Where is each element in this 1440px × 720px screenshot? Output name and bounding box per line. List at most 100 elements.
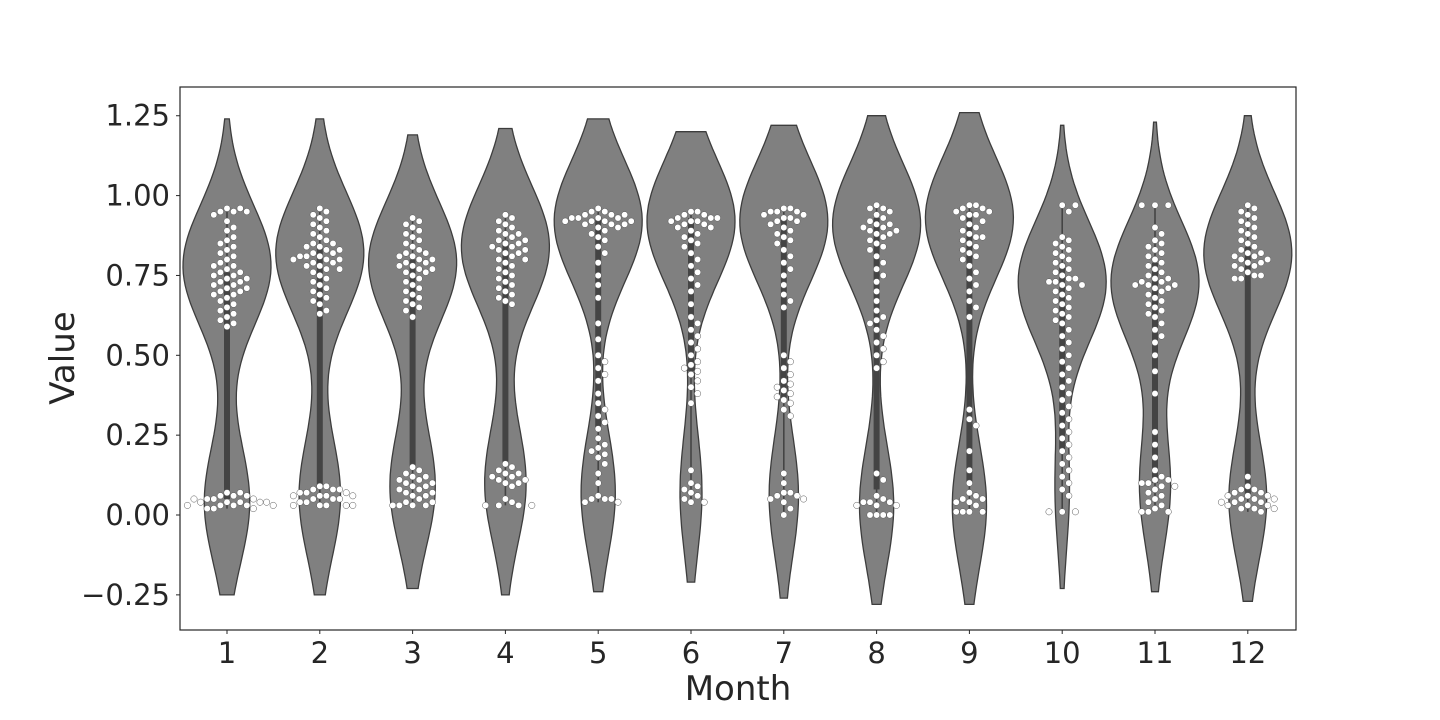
point-month-1: [210, 281, 218, 289]
point-month-8: [879, 214, 887, 222]
point-month-11: [1138, 479, 1146, 487]
point-month-10: [1065, 364, 1073, 372]
point-month-8: [873, 265, 881, 273]
x-axis-ticks: 1 2 3 4 5 6 7 8 9 10 11 12: [218, 630, 1266, 670]
point-month-7: [793, 492, 801, 500]
point-month-10: [1058, 460, 1066, 468]
point-month-12: [1237, 208, 1245, 216]
point-month-9: [979, 508, 987, 516]
point-month-1: [230, 300, 238, 308]
point-month-1: [256, 498, 264, 506]
point-month-5: [588, 208, 596, 216]
point-month-10: [1058, 383, 1066, 391]
point-month-6: [694, 240, 702, 247]
point-month-6: [687, 236, 695, 244]
point-month-4: [501, 470, 509, 477]
point-month-1: [216, 287, 224, 295]
point-month-2: [316, 272, 324, 279]
point-month-12: [1250, 214, 1258, 222]
point-month-5: [594, 412, 602, 420]
point-month-2: [322, 294, 330, 302]
point-month-11: [1151, 495, 1159, 503]
point-month-6: [694, 332, 702, 340]
point-month-8: [879, 358, 887, 366]
point-month-11: [1151, 466, 1159, 474]
point-month-1: [223, 265, 231, 273]
point-month-10: [1065, 466, 1073, 474]
point-month-8: [886, 511, 894, 519]
point-month-9: [972, 422, 980, 430]
point-month-4: [521, 246, 529, 254]
point-month-2: [329, 495, 337, 503]
point-month-10: [1065, 256, 1073, 263]
y-axis-label: Value: [43, 311, 83, 404]
point-month-11: [1164, 201, 1172, 209]
point-month-1: [243, 208, 251, 216]
point-month-6: [687, 466, 695, 474]
point-month-8: [859, 498, 867, 506]
point-month-1: [249, 495, 257, 503]
point-month-4: [501, 240, 509, 247]
y-tick-label: 1.25: [105, 99, 170, 133]
point-month-8: [866, 498, 874, 506]
point-month-2: [309, 220, 317, 228]
point-month-4: [515, 479, 523, 487]
point-month-2: [316, 233, 324, 241]
point-month-7: [786, 297, 794, 305]
point-month-3: [428, 479, 436, 487]
point-month-7: [773, 393, 781, 401]
point-month-1: [210, 505, 218, 513]
point-month-2: [296, 498, 304, 506]
point-month-1: [230, 310, 238, 318]
point-month-11: [1164, 284, 1172, 292]
y-axis-ticks: −0.25 0.00 0.25 0.50 0.75 1.00 1.25: [81, 99, 180, 612]
point-month-10: [1065, 246, 1073, 254]
point-month-11: [1158, 501, 1166, 509]
point-month-6: [694, 367, 702, 375]
point-month-4: [501, 230, 509, 238]
point-month-8: [873, 252, 881, 260]
point-month-11: [1151, 339, 1159, 346]
point-month-6: [674, 214, 682, 222]
point-month-12: [1244, 211, 1252, 219]
point-month-2: [322, 227, 330, 235]
iqr-box-month-9: [966, 211, 973, 484]
point-month-9: [965, 466, 973, 474]
point-month-9: [965, 275, 973, 283]
point-month-2: [309, 486, 317, 493]
point-month-3: [415, 275, 423, 283]
point-month-6: [694, 256, 702, 263]
point-month-4: [508, 224, 516, 231]
point-month-12: [1244, 473, 1252, 481]
point-month-5: [614, 498, 622, 506]
point-month-12: [1244, 249, 1252, 257]
point-month-4: [508, 272, 516, 279]
point-month-5: [601, 495, 609, 503]
x-tick-label: 8: [867, 636, 885, 670]
point-month-10: [1052, 249, 1060, 257]
point-month-12: [1257, 508, 1265, 516]
point-month-8: [879, 313, 887, 321]
point-month-9: [959, 495, 967, 503]
x-tick-label: 7: [775, 636, 793, 670]
point-month-5: [574, 214, 582, 222]
point-month-12: [1264, 256, 1272, 263]
point-month-2: [322, 307, 330, 315]
point-month-7: [767, 208, 775, 216]
point-month-9: [965, 406, 973, 414]
point-month-7: [786, 252, 794, 260]
point-month-11: [1131, 281, 1139, 289]
point-month-4: [501, 220, 509, 228]
point-month-12: [1224, 501, 1232, 509]
point-month-11: [1151, 326, 1159, 334]
point-month-8: [873, 316, 881, 324]
point-month-3: [402, 287, 410, 295]
point-month-2: [309, 249, 317, 257]
x-tick-label: 12: [1229, 636, 1266, 670]
point-month-10: [1065, 339, 1073, 346]
x-tick-label: 2: [311, 636, 329, 670]
point-month-1: [216, 249, 224, 257]
point-month-3: [409, 252, 417, 260]
point-month-9: [959, 246, 967, 254]
point-month-1: [236, 268, 244, 276]
